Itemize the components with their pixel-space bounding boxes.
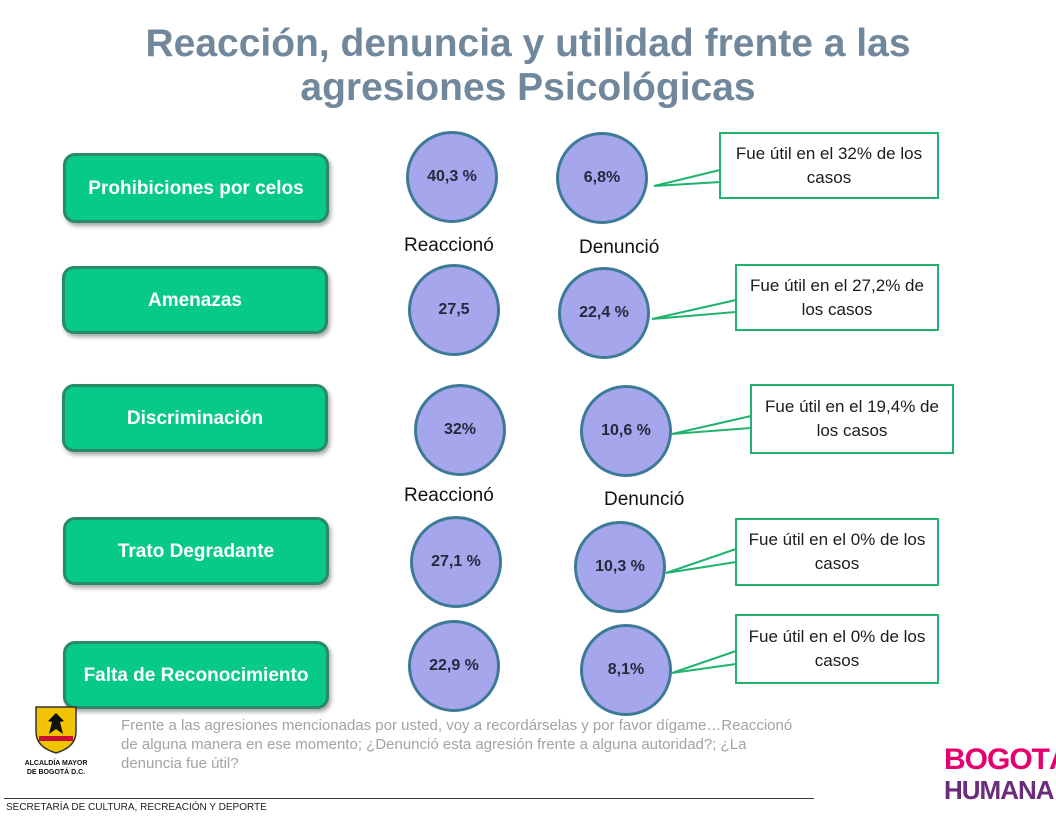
reaction-circle-4: 27,1 % [410, 516, 502, 608]
utility-callout-1: Fue útil en el 32% de los casos [719, 132, 939, 199]
bogota-humana-logo: BOGOTÁ HUMANA [944, 743, 1056, 806]
category-discriminacion: Discriminación [62, 384, 328, 452]
footer-text: SECRETARÍA DE CULTURA, RECREACIÓN Y DEPO… [6, 802, 267, 813]
survey-question-note: Frente a las agresiones mencionadas por … [121, 717, 793, 772]
reaction-value-4: 27,1 % [431, 553, 481, 570]
alcaldia-logo: ALCALDÍA MAYOR DE BOGOTÁ D.C. [16, 704, 96, 777]
label-reacciono-bottom: Reaccionó [404, 485, 494, 506]
reaction-value-3: 32% [443, 421, 477, 438]
report-circle-4: 10,3 % [574, 521, 666, 613]
report-circle-3: 10,6 % [580, 385, 672, 477]
label-denuncio-bottom: Denunció [604, 489, 685, 510]
report-value-5: 8,1% [607, 661, 645, 678]
report-value-3: 10,6 % [601, 422, 651, 439]
footer-divider [4, 798, 814, 799]
logo-right-line1: BOGOTÁ [944, 743, 1056, 776]
logo-left-line1: ALCALDÍA MAYOR [24, 760, 88, 767]
report-circle-1: 6,8% [556, 132, 648, 224]
report-circle-2: 22,4 % [558, 267, 650, 359]
label-reacciono-top: Reaccionó [404, 235, 494, 256]
utility-callout-5: Fue útil en el 0% de los casos [735, 614, 939, 684]
label-denuncio-top: Denunció [579, 237, 660, 258]
reaction-circle-5: 22,9 % [408, 620, 500, 712]
reaction-value-2: 27,5 [438, 301, 470, 318]
utility-callout-3: Fue útil en el 19,4% de los casos [750, 384, 954, 454]
report-value-4: 10,3 % [595, 558, 645, 575]
category-trato-degradante: Trato Degradante [63, 517, 329, 585]
report-circle-5: 8,1% [580, 624, 672, 716]
reaction-circle-1: 40,3 % [406, 131, 498, 223]
utility-callout-4: Fue útil en el 0% de los casos [735, 518, 939, 586]
reaction-circle-3: 32% [414, 384, 506, 476]
reaction-circle-2: 27,5 [408, 264, 500, 356]
utility-callout-2: Fue útil en el 27,2% de los casos [735, 264, 939, 331]
report-value-1: 6,8% [583, 169, 621, 186]
logo-right-line2: HUMANA [944, 775, 1055, 805]
category-amenazas: Amenazas [62, 266, 328, 334]
page-title: Reacción, denuncia y utilidad frente a l… [145, 22, 911, 109]
logo-left-line2: DE BOGOTÁ D.C. [26, 769, 86, 776]
reaction-value-1: 40,3 % [427, 168, 477, 185]
reaction-value-5: 22,9 % [429, 657, 479, 674]
bogota-shield-icon [35, 706, 77, 754]
category-prohibiciones-por-celos: Prohibiciones por celos [63, 153, 329, 223]
category-falta-de-reconocimiento: Falta de Reconocimiento [63, 641, 329, 709]
report-value-2: 22,4 % [579, 304, 629, 321]
